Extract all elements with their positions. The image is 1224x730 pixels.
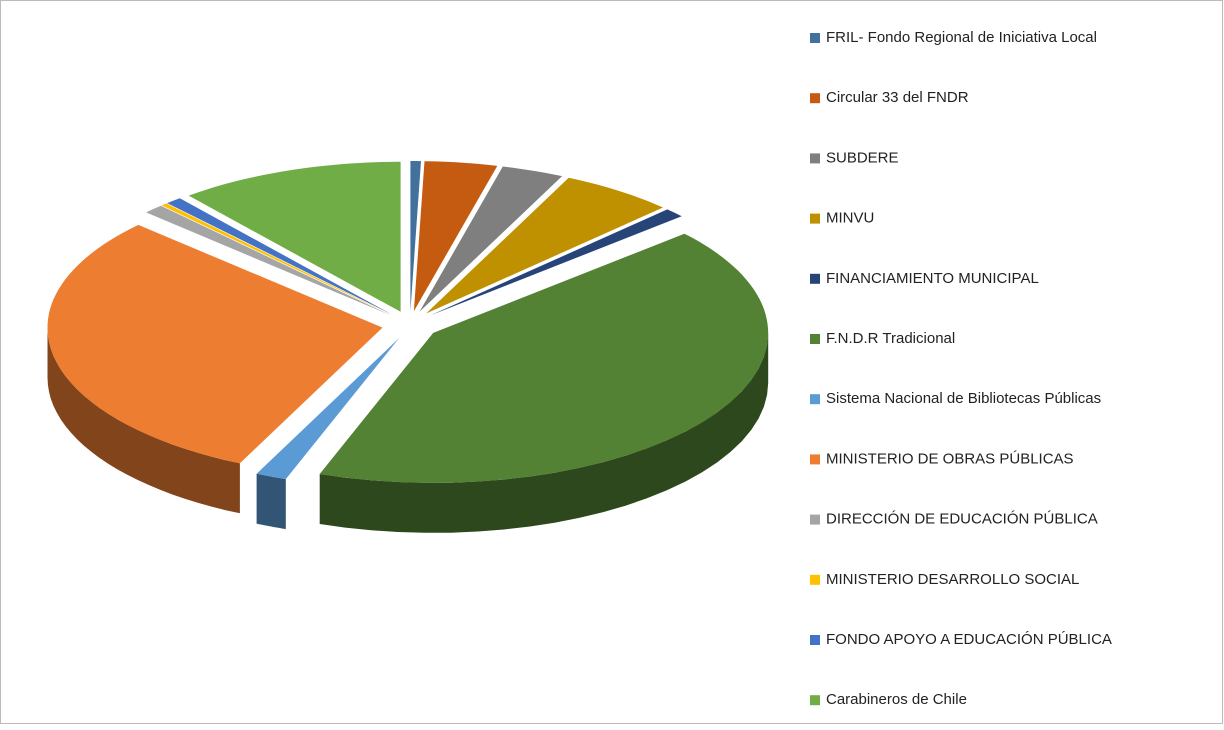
legend-swatch xyxy=(810,213,820,224)
legend-swatch xyxy=(810,93,820,104)
slice-side xyxy=(256,473,286,530)
legend-label: FINANCIAMIENTO MUNICIPAL xyxy=(826,270,1039,287)
slice-side xyxy=(47,327,240,514)
slice xyxy=(146,205,391,316)
slice xyxy=(413,161,498,312)
slice xyxy=(430,209,682,316)
slice xyxy=(188,161,401,312)
slice xyxy=(410,161,421,311)
legend-swatch xyxy=(810,334,820,344)
legend-swatch xyxy=(810,394,820,405)
legend-label: Carabineros de Chile xyxy=(826,691,967,708)
legend-label: MINISTERIO DE OBRAS PÚBLICAS xyxy=(826,450,1074,467)
slice xyxy=(161,203,391,315)
slice xyxy=(167,198,392,315)
legend-swatch xyxy=(810,273,820,284)
legend-label: Sistema Nacional de Bibliotecas Públicas xyxy=(826,390,1101,407)
legend: FRIL- Fondo Regional de Iniciativa Local… xyxy=(810,29,1112,708)
legend-label: MINVU xyxy=(826,210,874,227)
legend-label: DIRECCIÓN DE EDUCACIÓN PÚBLICA xyxy=(826,511,1098,528)
legend-label: FRIL- Fondo Regional de Iniciativa Local xyxy=(826,29,1097,46)
slice xyxy=(319,233,769,483)
slice xyxy=(47,224,383,464)
legend-swatch xyxy=(810,153,820,164)
legend-label: Circular 33 del FNDR xyxy=(826,89,969,106)
legend-label: SUBDERE xyxy=(826,149,899,166)
slice xyxy=(426,177,663,314)
legend-swatch xyxy=(810,574,820,585)
legend-swatch xyxy=(810,33,820,43)
legend-label: FONDO APOYO A EDUCACIÓN PÚBLICA xyxy=(826,631,1112,648)
legend-label: MINISTERIO DESARROLLO SOCIAL xyxy=(826,571,1079,588)
legend-swatch xyxy=(810,635,820,645)
slice-tops xyxy=(47,161,769,483)
legend-swatch xyxy=(810,695,820,706)
slice xyxy=(419,166,563,312)
slice xyxy=(256,337,400,480)
legend-label: F.N.D.R Tradicional xyxy=(826,330,955,347)
legend-swatch xyxy=(810,454,820,465)
legend-swatch xyxy=(810,514,820,525)
